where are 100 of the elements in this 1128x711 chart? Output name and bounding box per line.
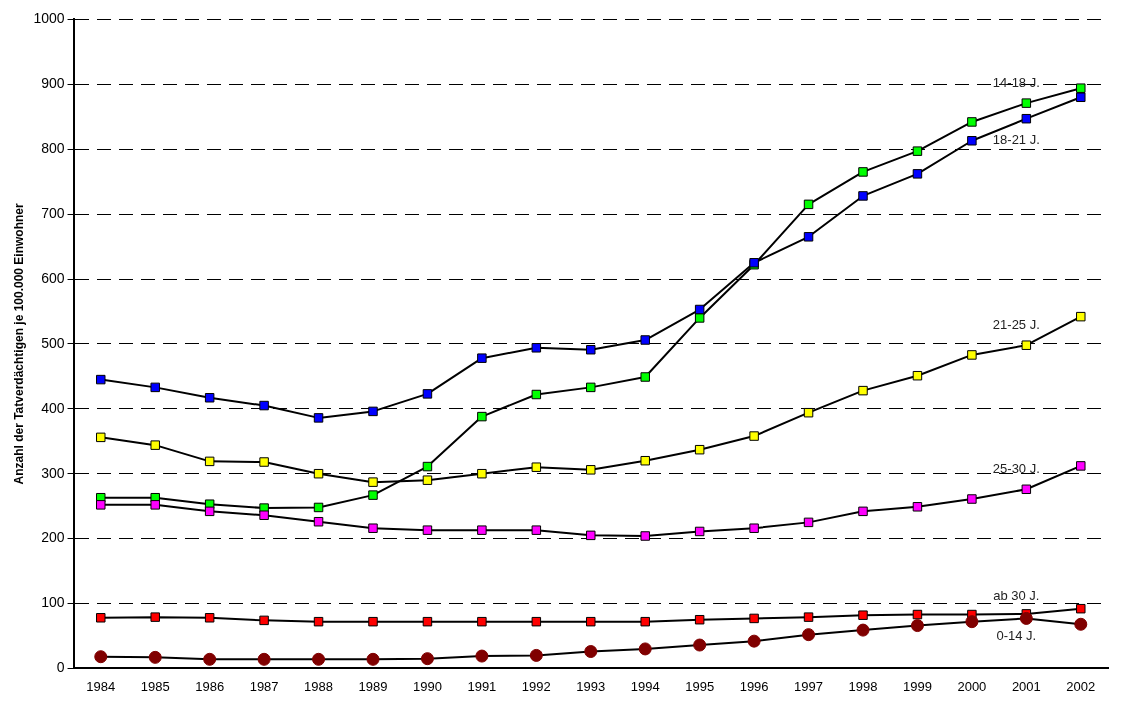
y-tick-label: 700 <box>41 204 65 221</box>
point <box>1076 92 1086 103</box>
point <box>1019 611 1033 625</box>
point <box>803 199 814 210</box>
point <box>204 506 215 517</box>
point <box>96 500 106 510</box>
x-tick-label: 1984 <box>86 678 116 694</box>
point <box>1076 83 1086 93</box>
y-tick-label: 600 <box>41 269 65 286</box>
x-tick-label: 1990 <box>412 678 442 694</box>
point <box>749 613 759 624</box>
point <box>313 516 324 527</box>
point <box>531 616 542 627</box>
series-label: 18-21 J. <box>992 132 1040 148</box>
point <box>856 623 870 637</box>
point <box>259 457 269 467</box>
point <box>368 616 378 627</box>
point <box>420 652 434 666</box>
point <box>312 652 326 666</box>
point <box>640 455 650 466</box>
x-tick-label: 2002 <box>1066 678 1096 694</box>
point <box>694 614 705 625</box>
point <box>1076 603 1086 614</box>
x-tick-label: 2001 <box>1011 678 1041 694</box>
point <box>858 167 868 177</box>
point <box>366 652 380 666</box>
point <box>422 461 433 472</box>
point <box>96 613 106 623</box>
y-tick-label: 200 <box>41 529 65 546</box>
point <box>204 456 215 467</box>
point <box>96 432 106 443</box>
point <box>638 642 652 656</box>
point <box>858 506 868 517</box>
point <box>967 117 977 127</box>
series-label: ab 30 J. <box>993 588 1040 604</box>
x-tick-label: 1989 <box>358 678 388 694</box>
point <box>1074 617 1088 631</box>
y-tick-label: 900 <box>41 75 65 92</box>
x-tick-label: 1985 <box>140 678 170 694</box>
point <box>912 370 923 381</box>
point <box>531 343 542 353</box>
point <box>150 382 160 393</box>
y-tick-label: 800 <box>41 140 65 157</box>
point <box>422 475 433 485</box>
x-tick-label: 1996 <box>739 678 769 694</box>
point <box>203 652 217 666</box>
point <box>368 523 378 533</box>
point <box>747 634 761 648</box>
y-tick-label: 100 <box>41 594 65 611</box>
point <box>531 462 542 472</box>
point <box>912 502 923 512</box>
point <box>586 465 596 475</box>
point <box>150 612 160 622</box>
point <box>313 468 324 479</box>
x-tick-label: 1994 <box>630 678 660 694</box>
point <box>910 619 924 633</box>
point <box>694 304 705 315</box>
point <box>912 609 923 620</box>
point <box>475 649 489 663</box>
x-tick-label: 1993 <box>576 678 606 694</box>
point <box>858 191 868 201</box>
point <box>259 615 269 626</box>
x-tick-label: 1998 <box>848 678 878 694</box>
point <box>586 616 596 627</box>
x-tick-label: 1999 <box>902 678 932 694</box>
point <box>803 407 814 418</box>
point <box>912 169 923 179</box>
point <box>259 400 269 411</box>
point <box>640 372 650 382</box>
point <box>803 612 814 622</box>
point <box>531 525 542 535</box>
x-tick-label: 1997 <box>794 678 824 694</box>
point <box>477 353 487 363</box>
point <box>1021 340 1032 350</box>
y-axis-title: Anzahl der Tatverdächtigen je 100.000 Einwohner <box>11 202 26 485</box>
point <box>858 610 868 620</box>
point <box>477 468 487 479</box>
point <box>749 523 759 533</box>
y-tick-label: 400 <box>41 399 65 416</box>
point <box>259 510 269 520</box>
x-tick-label: 1988 <box>304 678 334 694</box>
series-label: 0-14 J. <box>996 628 1037 644</box>
point <box>368 477 378 487</box>
point <box>694 526 705 537</box>
point <box>313 502 324 513</box>
y-tick-label: 1000 <box>33 10 65 27</box>
series-label: 14-18 J. <box>992 74 1040 90</box>
series-label: 21-25 J. <box>992 316 1040 332</box>
point <box>586 530 596 541</box>
point <box>204 613 215 623</box>
point <box>477 525 487 535</box>
point <box>1021 98 1032 108</box>
point <box>368 490 378 500</box>
point <box>204 393 215 403</box>
point <box>967 494 977 504</box>
x-tick-label: 2000 <box>957 678 987 694</box>
point <box>257 652 271 666</box>
point <box>422 525 433 535</box>
point <box>422 389 433 399</box>
y-tick-label: 0 <box>56 659 65 676</box>
